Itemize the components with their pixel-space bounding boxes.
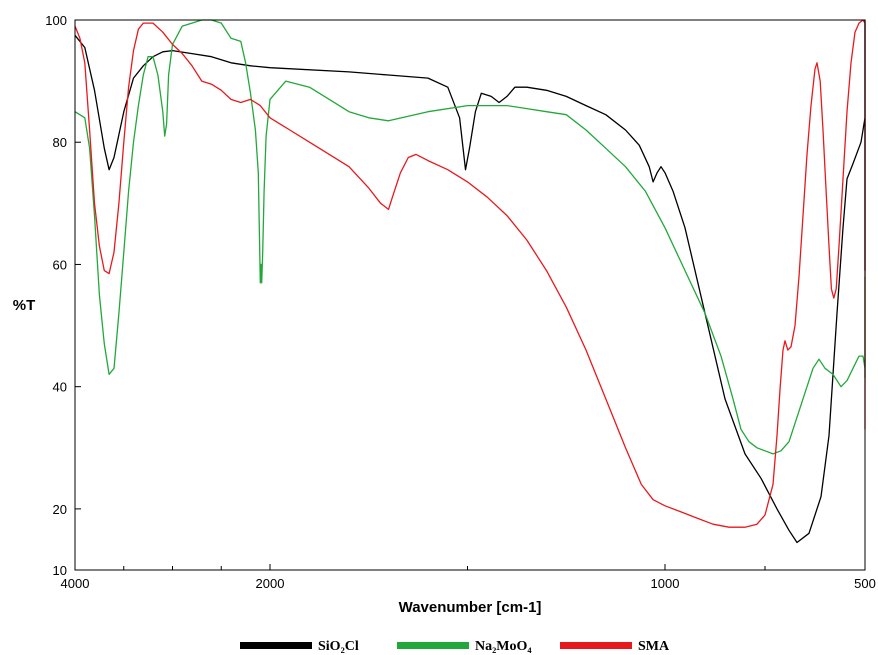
plot-frame [75, 20, 865, 570]
x-tick-label: 4000 [61, 576, 90, 591]
legend-swatch [240, 642, 312, 649]
series-line-1 [75, 20, 865, 454]
x-tick-label: 2000 [256, 576, 285, 591]
legend-swatch [560, 642, 632, 649]
y-tick-label: 60 [53, 257, 67, 272]
y-tick-label: 100 [45, 13, 67, 28]
plot-series-group [75, 20, 865, 543]
series-line-0 [75, 20, 865, 543]
x-axis-title: Wavenumber [cm-1] [399, 599, 542, 616]
legend: SiO₂Cl Na₂MoO₄ SMA [240, 639, 670, 654]
x-tick-label: 1000 [651, 576, 680, 591]
y-tick-label: 10 [53, 563, 67, 578]
y-axis-title: %T [13, 297, 36, 314]
legend-label: Na₂MoO₄ [475, 639, 532, 654]
series-line-2 [75, 20, 865, 527]
legend-label: SiO₂Cl [318, 639, 359, 654]
y-tick-label: 80 [53, 135, 67, 150]
x-tick-label: 500 [854, 576, 876, 591]
x-axis-ticks: 4000 2000 1000 500 [61, 564, 876, 591]
y-tick-label: 40 [53, 380, 67, 395]
legend-label: SMA [638, 639, 670, 654]
y-tick-label: 20 [53, 502, 67, 517]
legend-swatch [397, 642, 469, 649]
y-axis-ticks: 10 20 40 60 80 100 [45, 13, 81, 578]
